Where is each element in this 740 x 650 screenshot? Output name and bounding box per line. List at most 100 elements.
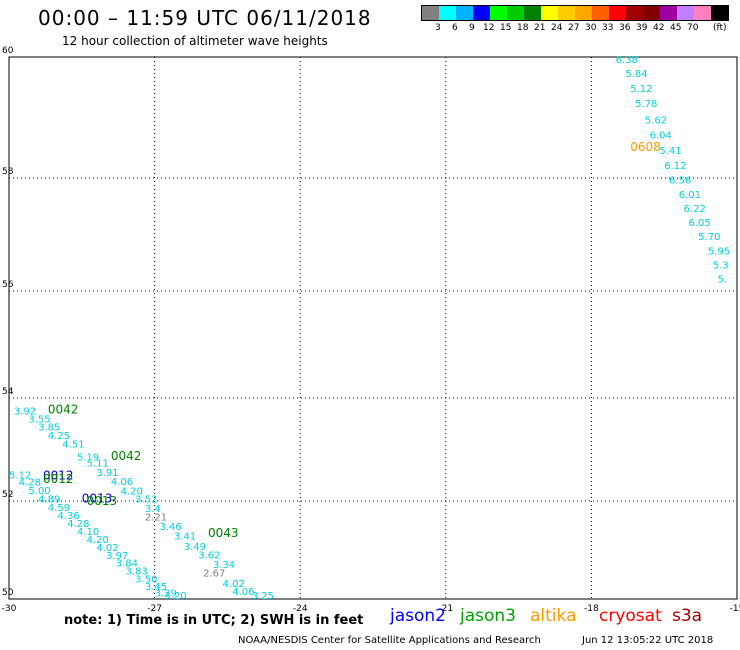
swh-value-label: 4.06	[111, 477, 133, 488]
swh-value-label: 5.	[718, 275, 728, 286]
page-title: 00:00 – 11:59 UTC 06/11/2018	[38, 6, 372, 30]
legend-swatch	[575, 6, 592, 20]
swh-value-label: 4.02	[96, 543, 118, 554]
swh-value-label: 2.21	[145, 513, 167, 524]
lat-tick-label: 58	[2, 167, 14, 177]
swh-value-label: 3.29	[155, 589, 177, 600]
swh-value-label: 5.62	[645, 116, 667, 127]
swh-value-label: 5.12	[630, 84, 652, 95]
legend-swatch	[422, 6, 439, 20]
color-legend: 3 6 9 12 15 18 21 24 27 30 33 36 39 42 45 70 (ft)	[421, 5, 729, 35]
lon-tick-label: -27	[147, 604, 162, 614]
swh-value-label: 4.20	[121, 486, 143, 497]
swh-value-label: 3.34	[213, 560, 235, 571]
lat-tick-label: 50	[2, 588, 14, 598]
swh-value-label: 4.28	[67, 519, 89, 530]
swh-value-label: 3.91	[96, 468, 118, 479]
pass-time-label: 0013	[82, 491, 113, 505]
legend-tick-label: 45	[670, 23, 682, 33]
swh-value-label: 5.78	[635, 99, 657, 110]
swh-value-label: 4.89	[38, 494, 60, 505]
legend-swatch	[507, 6, 524, 20]
legend-tick-label: 21	[534, 23, 546, 33]
swh-value-label: 4.59	[48, 503, 70, 514]
swh-value-label: 3.52	[135, 494, 157, 505]
swh-value-label: 4.06	[232, 587, 254, 598]
legend-swatch	[558, 6, 575, 20]
swh-value-label: 3.55	[28, 415, 50, 426]
legend-swatch	[677, 6, 694, 20]
legend-tick-label: 15	[500, 23, 512, 33]
lon-tick-label: -21	[438, 604, 453, 614]
legend-jason2: jason2	[390, 606, 446, 626]
lat-tick-label: 52	[2, 490, 13, 500]
swh-value-label: 3.62	[198, 550, 220, 561]
swh-value-label: 6.01	[679, 190, 701, 201]
lat-tick-label: 54	[2, 387, 14, 397]
legend-swatch	[694, 6, 711, 20]
lon-tick-label: -30	[2, 604, 17, 614]
swh-value-label: 3.92	[14, 406, 36, 417]
swh-value-label: 6.12	[664, 161, 686, 172]
legend-tick-label: 6	[452, 23, 458, 33]
legend-swatch	[439, 6, 456, 20]
swh-value-label: 4.25	[48, 431, 70, 442]
swh-value-label: 6.38	[616, 55, 638, 66]
lat-tick-label: 56	[2, 280, 14, 290]
legend-tick-label: 9	[469, 23, 475, 33]
legend-swatch	[643, 6, 660, 20]
lat-tick-label: 60	[2, 46, 14, 56]
legend-swatch	[456, 6, 473, 20]
pass-time-label: 0043	[208, 526, 239, 540]
legend-tick-label: 18	[517, 23, 529, 33]
swh-value-label: 3.25	[252, 591, 274, 602]
pass-time-label: 0012	[43, 468, 74, 482]
pass-time-label: 0012	[43, 472, 74, 486]
swh-value-label: 4.10	[77, 527, 99, 538]
pass-time-label: 0042	[111, 449, 142, 463]
lon-tick-label: -15	[730, 604, 740, 614]
lon-tick-label: -18	[584, 604, 599, 614]
legend-tick-label: 30	[585, 23, 597, 33]
legend-swatch	[626, 6, 643, 20]
legend-swatch	[592, 6, 609, 20]
swh-value-label: 2.67	[203, 568, 225, 579]
swh-value-label: 5.95	[708, 246, 730, 257]
swh-value-label: 3.20	[164, 591, 186, 602]
pass-time-label: 0608	[630, 140, 661, 154]
legend-swatch	[473, 6, 490, 20]
legend-tick-label: 33	[602, 23, 614, 33]
legend-swatch	[524, 6, 541, 20]
legend-tick-label: 39	[636, 23, 648, 33]
swh-value-label: 3.49	[184, 542, 206, 553]
swh-value-label: 3.4	[145, 504, 161, 515]
swh-value-label: 3.83	[125, 567, 147, 578]
legend-swatches	[421, 5, 729, 21]
swh-value-label: 4.51	[62, 439, 84, 450]
legend-s3a: s3a	[672, 606, 703, 626]
footer-note: note: 1) Time is in UTC; 2) SWH is in fe…	[64, 613, 364, 628]
swh-value-label: 3.41	[174, 532, 196, 543]
swh-value-label: 4.36	[58, 511, 80, 522]
legend-tick-label: 3	[435, 23, 441, 33]
legend-tick-label: 42	[653, 23, 665, 33]
legend-swatch	[660, 6, 677, 20]
legend-tick-label: 24	[551, 23, 563, 33]
legend-cryosat: cryosat	[599, 606, 662, 626]
swh-value-label: 4.02	[223, 579, 245, 590]
legend-swatch	[541, 6, 558, 20]
credit-text: NOAA/NESDIS Center for Satellite Applica…	[238, 635, 541, 646]
swh-value-label: 5.3	[713, 260, 729, 271]
swh-value-label: 6.22	[684, 204, 706, 215]
legend-jason3: jason3	[460, 606, 516, 626]
swh-value-label: 5.19	[77, 452, 99, 463]
swh-value-label: 3.50	[135, 574, 157, 585]
swh-value-label: 3.46	[159, 522, 181, 533]
map-frame	[8, 56, 738, 600]
swh-value-label: 5.00	[28, 486, 50, 497]
lon-tick-label: -24	[293, 604, 308, 614]
swh-value-label: 6.05	[688, 218, 710, 229]
swh-value-label: 3.84	[116, 559, 138, 570]
legend-tick-label: 12	[483, 23, 495, 33]
credit-timestamp: Jun 12 13:05:22 UTC 2018	[582, 635, 714, 646]
